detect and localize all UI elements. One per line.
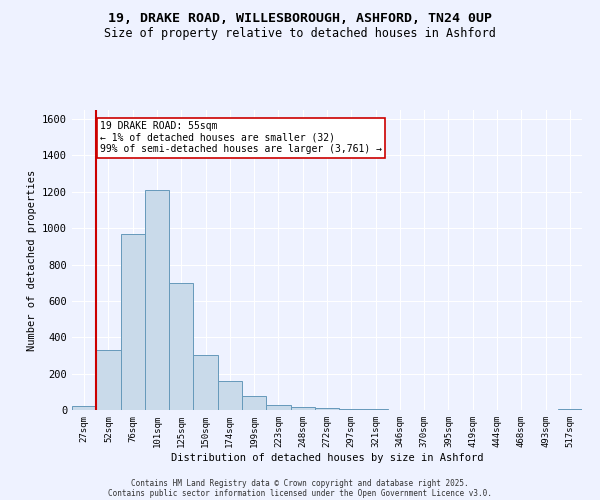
Text: Contains HM Land Registry data © Crown copyright and database right 2025.: Contains HM Land Registry data © Crown c… <box>131 478 469 488</box>
Bar <box>339 409 364 410</box>
Bar <box>558 408 582 410</box>
Bar <box>218 381 242 410</box>
Bar <box>72 406 96 410</box>
Bar <box>315 408 339 410</box>
Bar <box>242 396 266 410</box>
Bar <box>96 350 121 410</box>
Bar <box>290 408 315 410</box>
Bar <box>145 190 169 410</box>
Text: Size of property relative to detached houses in Ashford: Size of property relative to detached ho… <box>104 28 496 40</box>
Bar <box>266 406 290 410</box>
Y-axis label: Number of detached properties: Number of detached properties <box>26 170 37 350</box>
Bar <box>169 282 193 410</box>
X-axis label: Distribution of detached houses by size in Ashford: Distribution of detached houses by size … <box>171 452 483 462</box>
Bar <box>193 354 218 410</box>
Text: 19 DRAKE ROAD: 55sqm
← 1% of detached houses are smaller (32)
99% of semi-detach: 19 DRAKE ROAD: 55sqm ← 1% of detached ho… <box>100 121 382 154</box>
Text: 19, DRAKE ROAD, WILLESBOROUGH, ASHFORD, TN24 0UP: 19, DRAKE ROAD, WILLESBOROUGH, ASHFORD, … <box>108 12 492 26</box>
Bar <box>121 234 145 410</box>
Text: Contains public sector information licensed under the Open Government Licence v3: Contains public sector information licen… <box>108 488 492 498</box>
